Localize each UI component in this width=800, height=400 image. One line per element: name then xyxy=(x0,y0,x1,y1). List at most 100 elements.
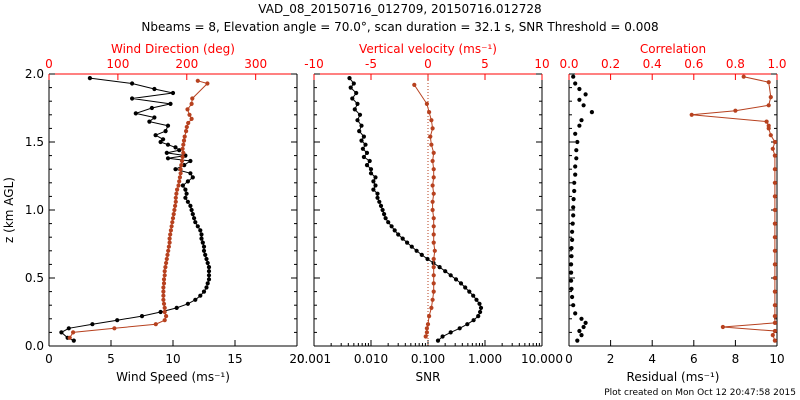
series-1-point xyxy=(182,163,187,168)
series-2-point xyxy=(180,154,185,160)
series-1-point xyxy=(569,262,574,267)
series-1-point xyxy=(348,85,353,90)
series-1-point xyxy=(195,224,200,229)
series-2-point xyxy=(190,96,195,101)
series-2-point xyxy=(430,199,435,204)
series-2-point xyxy=(772,221,778,226)
series-1-point xyxy=(573,164,578,169)
x-bottom-tick-label: 2 xyxy=(607,352,615,366)
series-1-point xyxy=(378,203,384,208)
series-1-point xyxy=(198,228,203,233)
series-2-point xyxy=(431,289,436,294)
figure-title: VAD_08_20150716_012709, 20150716.012728 xyxy=(258,2,541,16)
series-1-point xyxy=(205,260,210,266)
series-1-point xyxy=(164,150,169,155)
series-1-point xyxy=(569,286,574,291)
series-1-point xyxy=(572,188,577,194)
x-top-tick-label: 0.0 xyxy=(559,57,578,71)
series-2-point xyxy=(772,328,778,334)
series-2-point xyxy=(772,139,778,145)
series-2-point xyxy=(205,81,210,86)
series-2-point xyxy=(177,179,182,184)
series-1-point xyxy=(185,301,190,306)
series-1-point xyxy=(458,281,464,286)
x-bottom-tick-label: 10 xyxy=(769,352,784,366)
series-1-point xyxy=(443,269,448,274)
series-1-point xyxy=(201,244,207,249)
series-2-point xyxy=(161,297,166,302)
series-2-point xyxy=(195,78,200,83)
series-1-point xyxy=(383,216,388,221)
series-2-point xyxy=(174,191,179,196)
series-1-point xyxy=(463,285,468,290)
series-2-point xyxy=(162,269,167,274)
series-1-point xyxy=(477,301,482,306)
series-1-point xyxy=(158,309,163,315)
series-1-point xyxy=(581,324,586,330)
series-1-point xyxy=(409,244,414,249)
plot-created-footer: Plot created on Mon Oct 12 20:47:58 2015 xyxy=(604,388,796,398)
figure-subtitle: Nbeams = 8, Elevation angle = 70.0°, sca… xyxy=(141,20,658,34)
series-1-point xyxy=(571,197,576,202)
series-1-point xyxy=(206,277,212,282)
series-1-point xyxy=(371,187,376,192)
series-1-point xyxy=(193,220,198,225)
series-2-point xyxy=(429,305,434,310)
series-1-point xyxy=(364,163,370,168)
series-2-point xyxy=(772,180,778,185)
series-1-point xyxy=(569,254,574,259)
series-1-point xyxy=(71,338,76,343)
x-bottom-tick-label: 6 xyxy=(690,352,698,366)
series-2-point xyxy=(161,293,166,298)
series-2-point xyxy=(173,203,178,208)
x-bottom-tick-label: 0 xyxy=(565,352,573,366)
x-bottom-tick-label: 0.100 xyxy=(411,352,445,366)
series-1-point xyxy=(581,103,586,108)
series-1-point xyxy=(380,207,385,213)
series-1-point xyxy=(173,145,178,150)
series-2-point xyxy=(165,252,170,257)
series-1-point xyxy=(174,305,179,310)
series-1-point xyxy=(367,158,372,164)
series-1-point xyxy=(382,212,387,217)
series-1-point xyxy=(359,123,364,128)
y-axis-label: z (km AGL) xyxy=(2,177,16,243)
y-tick-label: 0.5 xyxy=(25,271,44,285)
series-1-point xyxy=(569,278,574,283)
series-1-point xyxy=(158,139,163,145)
series-2-point xyxy=(153,322,158,327)
series-1-point xyxy=(474,297,479,302)
y-tick-label: 1.0 xyxy=(25,203,44,217)
series-2-point xyxy=(431,240,436,245)
series-1-point xyxy=(193,297,198,302)
series-1-point xyxy=(465,322,470,327)
series-1-point xyxy=(361,154,366,160)
series-2-point xyxy=(71,330,76,335)
series-2-point xyxy=(170,220,175,225)
x-bottom-tick-label: 0.001 xyxy=(297,352,331,366)
series-1-point xyxy=(206,273,212,278)
series-1-point xyxy=(583,92,588,97)
x-bottom-tick-label: 0 xyxy=(45,352,53,366)
x-top-axis-label: Vertical velocity (ms⁻¹) xyxy=(359,42,497,56)
series-2-point xyxy=(181,142,186,147)
series-2-point xyxy=(770,333,775,338)
series-2-point xyxy=(187,112,192,117)
series-1-point xyxy=(201,248,207,253)
series-2-point xyxy=(741,74,746,79)
series-1-point xyxy=(357,112,363,117)
series-1-point xyxy=(188,158,193,164)
series-2-point xyxy=(772,289,778,294)
series-1-point xyxy=(130,96,135,101)
series-2-point xyxy=(431,150,436,155)
series-2-point xyxy=(431,224,436,229)
series-1-point xyxy=(163,129,168,134)
series-2-point xyxy=(772,153,778,158)
series-2-point xyxy=(772,303,778,308)
series-1-point xyxy=(173,167,178,172)
series-1-point xyxy=(573,131,578,136)
series-1-point xyxy=(130,81,135,86)
